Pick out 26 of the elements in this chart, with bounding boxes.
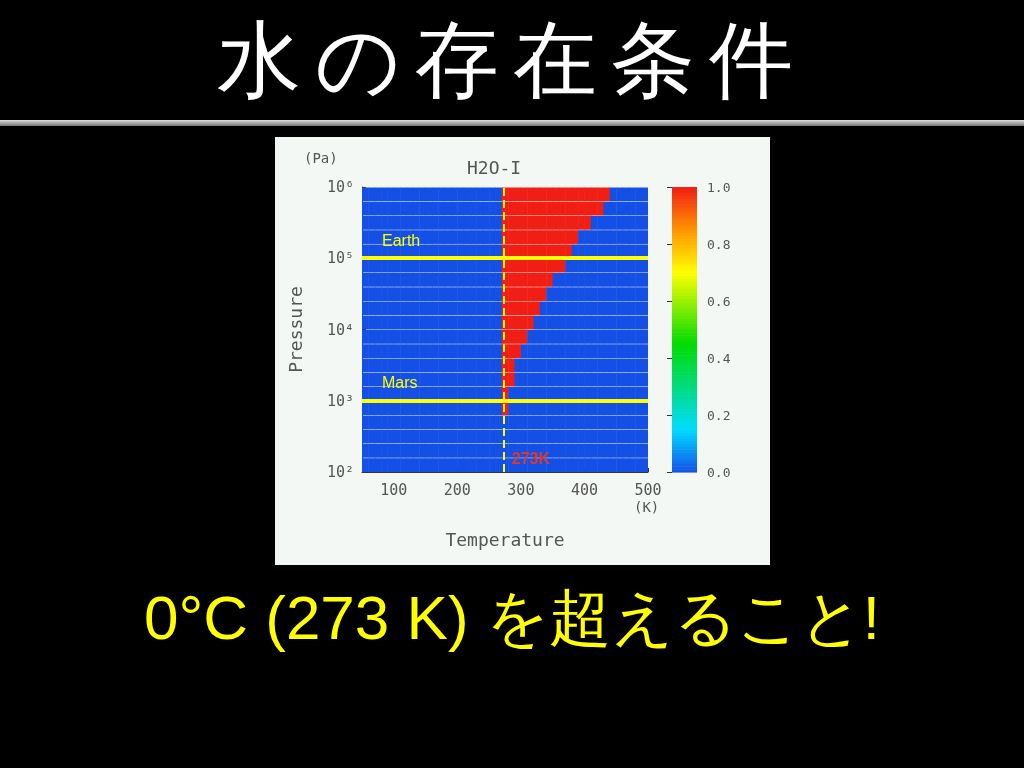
color-bar-label: 0.0 bbox=[707, 464, 731, 480]
y-axis-title: Pressure bbox=[284, 286, 306, 373]
y-tick-label: 10² bbox=[326, 463, 354, 481]
ref-line-label: Earth bbox=[382, 231, 421, 249]
y-tick-label: 10³ bbox=[326, 391, 354, 410]
y-tick-label: 10⁶ bbox=[326, 178, 354, 196]
x-axis-title: Temperature bbox=[445, 528, 565, 550]
color-bar-label: 0.4 bbox=[707, 350, 731, 366]
ref-line-label: Mars bbox=[382, 374, 418, 392]
ref-line-label: 273K bbox=[511, 449, 551, 467]
chart-title: 水の存在条件 bbox=[216, 10, 808, 110]
text: (K) bbox=[634, 499, 660, 515]
x-tick-label: 100 bbox=[380, 480, 408, 499]
x-tick-label: 300 bbox=[507, 480, 535, 499]
color-bar-label: 0.6 bbox=[707, 293, 731, 309]
x-tick-label: 400 bbox=[570, 480, 598, 499]
y-tick-label: 10⁵ bbox=[326, 249, 354, 268]
text: (Pa) bbox=[304, 150, 338, 166]
color-bar-label: 0.2 bbox=[707, 407, 731, 423]
x-tick-label: 500 bbox=[634, 480, 662, 499]
x-tick-label: 200 bbox=[443, 480, 471, 499]
chart-subtitle: H2O-I bbox=[467, 156, 522, 178]
color-bar-label: 1.0 bbox=[707, 179, 731, 195]
y-tick-label: 10⁴ bbox=[326, 320, 354, 339]
text: 0°C (273 K) を超えること! bbox=[142, 582, 881, 654]
color-bar-label: 0.8 bbox=[707, 236, 731, 252]
